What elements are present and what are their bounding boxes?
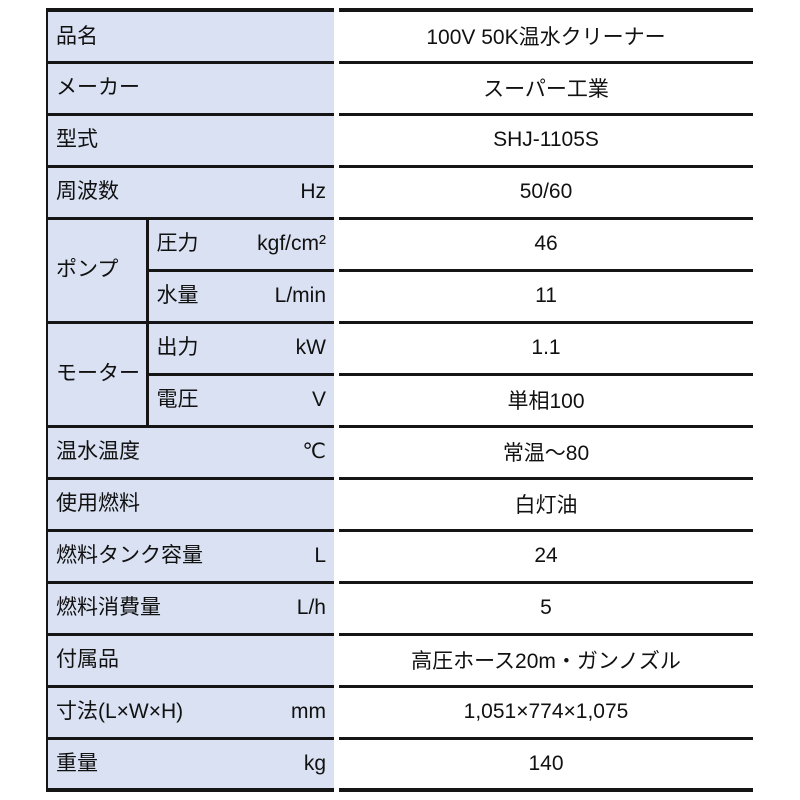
cell-value: 5 [339,580,753,636]
value-row: 単相100 [339,372,753,428]
unit-text: kW [295,336,326,360]
row-weight: 重量 kg [47,736,334,792]
value-row: SHJ-1105S [339,112,753,168]
unit-text: mm [291,700,326,724]
cell-label: 付属品 [47,632,334,688]
cell-value: 常温～80 [339,424,753,480]
cell-value: 46 [339,216,753,272]
row-frequency: 周波数 Hz [47,164,334,220]
group-label: ポンプ [56,258,119,282]
row-fuel-type: 使用燃料 [47,476,334,532]
label-text: 水量 [156,284,199,308]
cell-label: 品名 [47,8,334,64]
cell-value: 50/60 [339,164,753,220]
spec-table: 品名 メーカー 型式 周波数 Hz ポンプ [46,8,753,792]
value-row: 50/60 [339,164,753,220]
unit-text: kg [303,752,326,776]
label-text: 温水温度 [56,440,140,464]
label-column-table: 品名 メーカー 型式 周波数 Hz ポンプ [46,8,334,792]
row-product-name: 品名 [47,8,334,64]
label-text: 燃料消費量 [56,596,161,620]
cell-label: 電圧 V [147,372,334,428]
row-tank-capacity: 燃料タンク容量 L [47,528,334,584]
cell-label: 型式 [47,112,334,168]
label-text: 重量 [56,752,98,776]
cell-value: 140 [339,736,753,792]
value-row: 46 [339,216,753,272]
value-row: 常温～80 [339,424,753,480]
label-text: 出力 [156,336,199,360]
cell-value: 高圧ホース20m・ガンノズル [339,632,753,688]
cell-value: 24 [339,528,753,584]
cell-label: 出力 kW [147,320,334,376]
label-text: 付属品 [56,648,119,672]
value-column-table: 100V 50K温水クリーナー スーパー工業 SHJ-1105S 50/60 4… [339,8,753,792]
value-row: 1.1 [339,320,753,376]
value-row: 11 [339,268,753,324]
cell-value: 1.1 [339,320,753,376]
row-pump-flow: 水量 L/min [47,268,334,324]
unit-text: L/h [296,596,326,620]
cell-value: 単相100 [339,372,753,428]
value-row: 高圧ホース20m・ガンノズル [339,632,753,688]
row-motor-voltage: 電圧 V [47,372,334,428]
cell-label: 使用燃料 [47,476,334,532]
value-row: 24 [339,528,753,584]
row-fuel-consumption: 燃料消費量 L/h [47,580,334,636]
label-text: メーカー [56,76,140,100]
row-motor-output: モーター 出力 kW [47,320,334,428]
unit-text: L/min [274,284,326,308]
label-text: 周波数 [56,180,119,204]
group-label: モーター [56,362,140,386]
value-row: 1,051×774×1,075 [339,684,753,740]
cell-value: 100V 50K温水クリーナー [339,8,753,64]
group-cell-pump: ポンプ [47,216,149,324]
cell-value: スーパー工業 [339,60,753,116]
unit-text: kgf/cm² [257,232,326,256]
value-row: 白灯油 [339,476,753,532]
label-text: 寸法(L×W×H) [56,700,184,724]
cell-value: 1,051×774×1,075 [339,684,753,740]
label-text: 使用燃料 [56,492,140,516]
unit-text: L [314,544,326,568]
group-cell-motor: モーター [47,320,149,428]
label-text: 燃料タンク容量 [56,544,203,568]
row-pump-pressure: ポンプ 圧力 kgf/cm² [47,216,334,324]
cell-label: 周波数 Hz [47,164,334,220]
cell-label: 燃料タンク容量 L [47,528,334,584]
row-accessories: 付属品 [47,632,334,688]
value-row: 140 [339,736,753,792]
label-text: 電圧 [156,388,199,412]
cell-value: 11 [339,268,753,324]
unit-text: V [311,388,326,412]
unit-text: Hz [300,180,326,204]
value-row: スーパー工業 [339,60,753,116]
value-row: 5 [339,580,753,636]
cell-label: 重量 kg [47,736,334,792]
value-row: 100V 50K温水クリーナー [339,8,753,64]
cell-label: 燃料消費量 L/h [47,580,334,636]
row-water-temp: 温水温度 ℃ [47,424,334,480]
row-model: 型式 [47,112,334,168]
cell-label: メーカー [47,60,334,116]
label-text: 型式 [56,128,98,152]
cell-label: 水量 L/min [147,268,334,324]
row-maker: メーカー [47,60,334,116]
cell-label: 圧力 kgf/cm² [147,216,334,272]
row-dimensions: 寸法(L×W×H) mm [47,684,334,740]
unit-text: ℃ [302,440,326,464]
label-text: 品名 [56,24,98,48]
cell-label: 寸法(L×W×H) mm [47,684,334,740]
cell-value: SHJ-1105S [339,112,753,168]
cell-label: 温水温度 ℃ [47,424,334,480]
label-text: 圧力 [156,232,199,256]
cell-value: 白灯油 [339,476,753,532]
